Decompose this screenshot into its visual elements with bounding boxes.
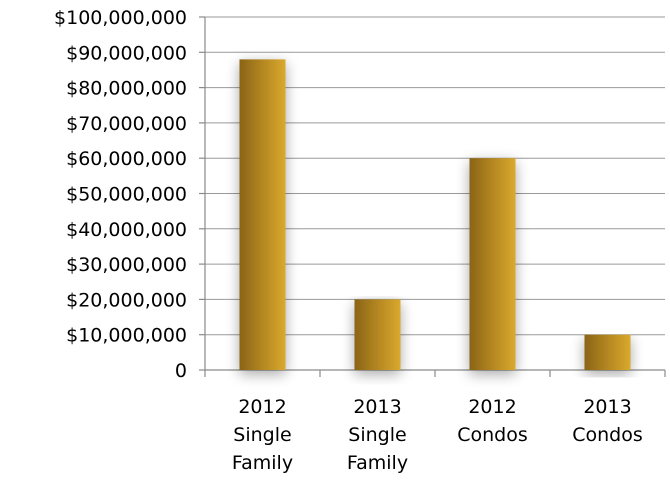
bar [354,299,401,370]
y-tick-label: $60,000,000 [66,148,187,170]
x-tick-label-line: 2013 [353,396,401,418]
x-tick-labels: 2012 Single Family 2013 Single Family 2012 Cond… [232,396,643,474]
x-tick-label-line: Condos [457,424,528,446]
x-tick-label-line: 2012 [468,396,516,418]
x-tick-label: 2012 Single Family [232,396,293,474]
bars [239,59,631,371]
y-tick-label: 0 [175,360,187,382]
x-tick-label-line: Single [233,424,291,446]
y-tick-label: $90,000,000 [66,42,187,64]
bar [584,334,631,370]
x-tick-label: 2012 Condos [457,396,528,446]
bar [469,158,516,370]
x-tick-label-line: 2012 [238,396,286,418]
x-tick-label-line: Condos [572,424,643,446]
x-tick-label: 2013 Condos [572,396,643,446]
y-tick-label: $70,000,000 [66,113,187,135]
x-tick-label-line: 2013 [583,396,631,418]
x-tick-label: 2013 Single Family [347,396,408,474]
y-tick-label: $10,000,000 [66,325,187,347]
x-tick-label-line: Single [348,424,406,446]
y-tick-label: $100,000,000 [54,7,187,29]
y-tick-label: $50,000,000 [66,184,187,206]
y-tick-label: $80,000,000 [66,78,187,100]
y-tick-label: $20,000,000 [66,289,187,311]
bar [239,59,286,371]
x-tick-label-line: Family [347,452,408,474]
y-tick-labels: 0 $10,000,000 $20,000,000 $30,000,000 $40,00… [54,7,187,382]
x-tick-label-line: Family [232,452,293,474]
y-tick-label: $30,000,000 [66,254,187,276]
y-tick-label: $40,000,000 [66,219,187,241]
